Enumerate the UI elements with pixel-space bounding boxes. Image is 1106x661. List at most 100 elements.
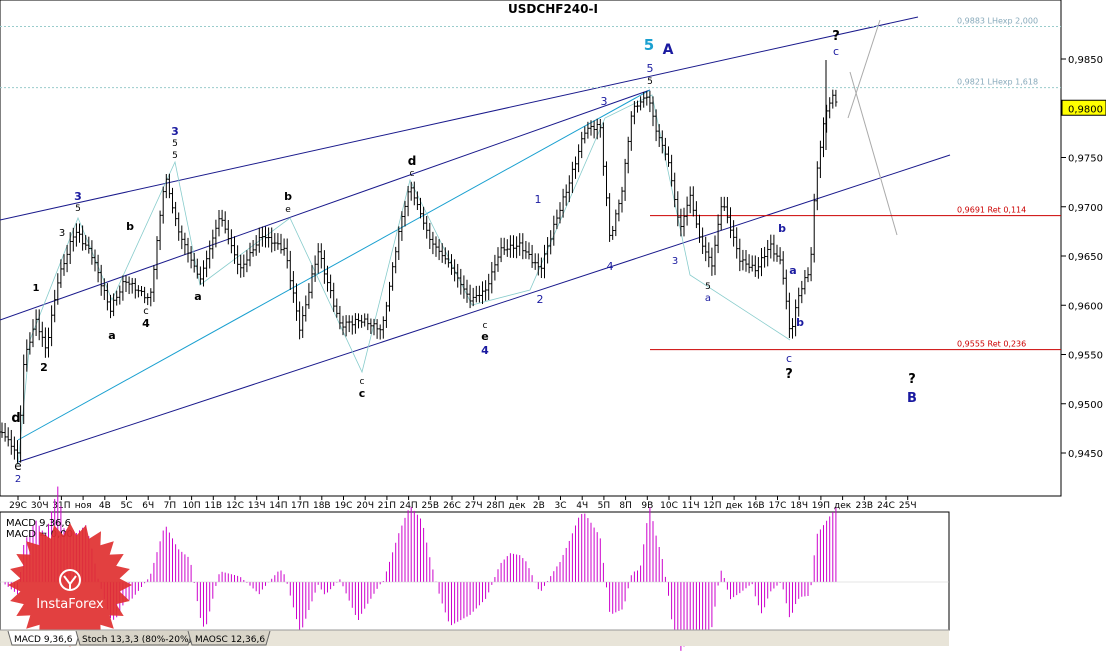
fibo-level-label: 0,9821 LHexp 1,618 <box>957 78 1038 87</box>
wave-zigzag <box>17 94 791 466</box>
wave-label: 3 <box>59 228 65 239</box>
time-tick-label: 28П <box>486 501 504 511</box>
wave-label: 5 <box>647 77 653 87</box>
wave-label: d <box>11 411 20 426</box>
wave-label: 5 <box>172 151 178 161</box>
time-tick-label: 24П <box>399 501 417 511</box>
wave-label: ? <box>785 367 793 382</box>
wave-label: 3 <box>672 256 678 267</box>
wave-label: b <box>778 222 786 235</box>
fibo-level-label: 0,9691 Ret 0,114 <box>957 206 1026 215</box>
wave-label: 4 <box>481 344 489 357</box>
wave-label: 4 <box>607 260 614 273</box>
time-tick-label: ноя <box>75 501 92 511</box>
time-tick-label: 24С <box>877 501 895 511</box>
time-tick-label: 4Ч <box>576 501 588 511</box>
time-tick-label: 30Ч <box>31 501 49 511</box>
time-tick-label: 18Ч <box>790 501 808 511</box>
wave-label: a <box>789 264 796 277</box>
time-tick-label: 3С <box>554 501 566 511</box>
wave-label: c <box>833 45 839 58</box>
wave-label: b <box>796 316 804 329</box>
time-tick-label: 16В <box>747 501 765 511</box>
time-tick-label: 10С <box>660 501 678 511</box>
time-tick-label: 6Ч <box>142 501 154 511</box>
channel-cyan <box>17 89 651 441</box>
wave-label: B <box>907 391 917 406</box>
time-tick-label: 21П <box>378 501 396 511</box>
wave-label: 3 <box>74 190 82 203</box>
price-tick-label: 0,9650 <box>1068 252 1103 263</box>
time-tick-label: 9В <box>641 501 653 511</box>
wave-label: c <box>359 387 366 400</box>
indicator-frame <box>0 511 950 631</box>
time-tick-label: 18В <box>313 501 331 511</box>
time-tick-label: 12П <box>703 501 721 511</box>
current-price-label: 0,9800 <box>1068 104 1103 115</box>
wave-label: e <box>481 330 488 343</box>
wave-label: b <box>126 220 134 233</box>
time-tick-label: 5П <box>598 501 611 511</box>
wave-label: 4 <box>142 317 150 330</box>
time-tick-label: 13Ч <box>248 501 266 511</box>
time-tick-label: 4В <box>99 501 111 511</box>
logo-text: InstaForex <box>36 597 104 612</box>
fibo-level-label: 0,9555 Ret 0,236 <box>957 340 1026 349</box>
wave-label: 5 <box>75 204 81 214</box>
price-tick-label: 0,9450 <box>1068 449 1103 460</box>
tab-macd[interactable]: MACD 9,36,6 <box>7 630 81 646</box>
time-tick-label: 20Ч <box>356 501 374 511</box>
channel-lower <box>17 154 951 463</box>
wave-label: e <box>285 205 291 215</box>
price-tick-label: 0,9550 <box>1068 351 1103 362</box>
time-tick-label: 7П <box>164 501 177 511</box>
time-tick-label: 11Ч <box>682 501 700 511</box>
time-tick-label: 12С <box>226 501 244 511</box>
wave-label: 1 <box>535 193 542 206</box>
time-tick-label: 25Ч <box>899 501 917 511</box>
wave-label: 1 <box>33 283 40 294</box>
wave-label: e <box>14 459 21 473</box>
wave-label: 3 <box>601 95 608 108</box>
wave-label: c <box>410 169 415 179</box>
time-tick-label: 31П <box>52 501 70 511</box>
time-tick-label: 8П <box>619 501 632 511</box>
time-tick-label: 2В <box>533 501 545 511</box>
wave-label: ? <box>908 372 916 387</box>
wave-label: b <box>284 190 292 203</box>
wave-label: 5 <box>172 139 178 149</box>
tab-stoch[interactable]: Stoch 13,3,3 (80%-20%) <box>75 630 193 646</box>
chart-title: USDCHF240-I <box>508 2 598 16</box>
fibo-level-label: 0,9883 LHexp 2,000 <box>957 16 1038 25</box>
price-tick-label: 0,9600 <box>1068 301 1103 312</box>
instaforex-logo: InstaForex <box>8 523 132 647</box>
time-tick-label: дек <box>725 501 743 511</box>
wave-label: A <box>663 42 674 58</box>
time-tick-label: 10П <box>182 501 200 511</box>
wave-label: 3 <box>171 125 179 138</box>
plot-frame <box>0 0 1062 497</box>
wave-label: c <box>143 306 149 317</box>
time-tick-label: 26С <box>443 501 461 511</box>
wave-label: 5 <box>705 282 711 292</box>
time-tick-label: 11В <box>204 501 222 511</box>
wave-label: d <box>408 154 417 168</box>
price-tick-label: 0,9700 <box>1068 203 1103 214</box>
wave-label: a <box>108 329 115 342</box>
wave-label: a <box>705 293 711 304</box>
tab-maosc-label: MAOSC 12,36,6 <box>195 635 265 645</box>
wave-label: 2 <box>40 361 48 374</box>
macd-title: MACD 9,36,6 <box>6 518 71 529</box>
wave-label: ? <box>832 29 840 44</box>
wave-label: c <box>483 321 488 331</box>
time-tick-label: 23В <box>855 501 873 511</box>
time-tick-label: 19С <box>335 501 353 511</box>
channel-upper <box>0 16 919 221</box>
tab-maosc[interactable]: MAOSC 12,36,6 <box>187 630 271 646</box>
wave-label: c <box>360 377 365 387</box>
wave-label: a <box>194 290 201 303</box>
time-tick-label: дек <box>834 501 852 511</box>
wave-label: 5 <box>647 62 654 75</box>
